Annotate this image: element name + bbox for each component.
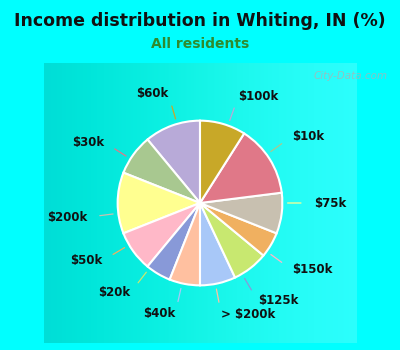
Wedge shape: [200, 193, 282, 233]
Text: $75k: $75k: [314, 196, 346, 210]
Text: $20k: $20k: [98, 286, 130, 299]
Text: All residents: All residents: [151, 37, 249, 51]
Wedge shape: [148, 203, 200, 280]
Text: > $200k: > $200k: [221, 308, 276, 321]
Text: $30k: $30k: [72, 135, 104, 149]
Text: $150k: $150k: [292, 263, 332, 276]
Wedge shape: [200, 133, 282, 203]
Wedge shape: [200, 203, 235, 285]
Wedge shape: [118, 173, 200, 233]
Wedge shape: [124, 203, 200, 266]
Text: $100k: $100k: [238, 90, 279, 103]
Text: Income distribution in Whiting, IN (%): Income distribution in Whiting, IN (%): [14, 12, 386, 30]
Text: $125k: $125k: [258, 294, 298, 307]
Text: City-Data.com: City-Data.com: [314, 71, 388, 82]
Wedge shape: [148, 121, 200, 203]
Text: $200k: $200k: [47, 211, 87, 224]
Text: $10k: $10k: [292, 130, 324, 143]
Wedge shape: [200, 203, 276, 256]
Text: $40k: $40k: [143, 307, 175, 320]
Wedge shape: [200, 203, 264, 278]
Wedge shape: [124, 140, 200, 203]
Wedge shape: [200, 121, 244, 203]
Text: $50k: $50k: [70, 254, 102, 267]
Wedge shape: [170, 203, 200, 285]
Text: $60k: $60k: [136, 88, 168, 100]
